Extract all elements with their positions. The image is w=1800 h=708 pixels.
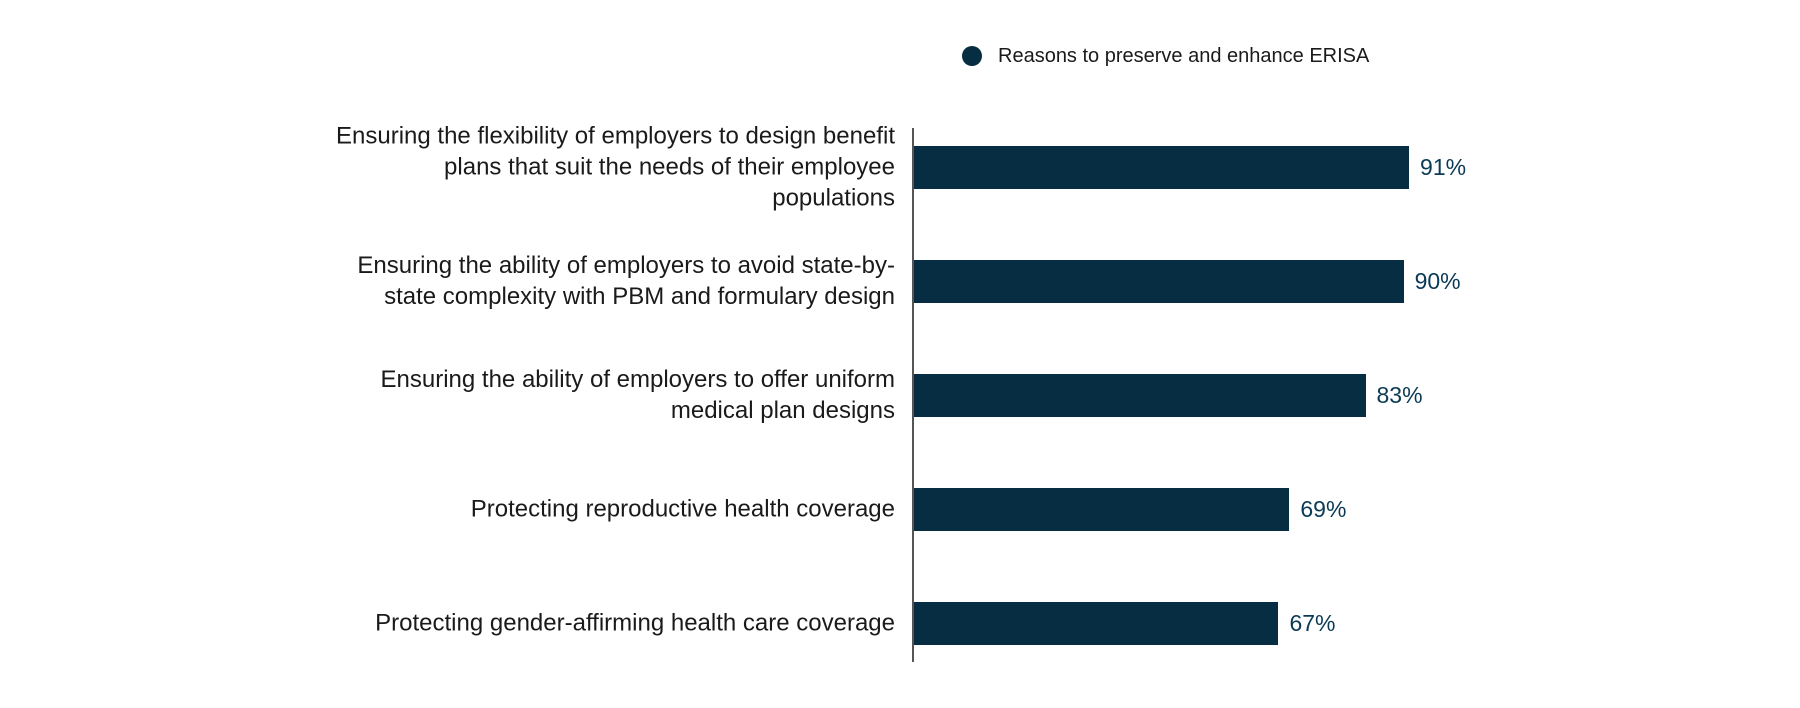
category-label: Ensuring the ability of employers to off… — [380, 366, 895, 424]
category-label: Ensuring the ability of employers to avo… — [357, 252, 895, 310]
category-label: Ensuring the flexibility of employers to… — [336, 122, 895, 212]
data-label: 67% — [1289, 610, 1336, 636]
bar — [914, 373, 1366, 417]
circle-icon — [962, 46, 982, 66]
legend: Reasons to preserve and enhance ERISA — [962, 42, 1369, 70]
category-axis-line — [912, 128, 914, 662]
bar — [914, 259, 1404, 303]
data-label: 83% — [1376, 382, 1423, 408]
category-label: Protecting reproductive health coverage — [470, 495, 895, 523]
bar — [914, 487, 1290, 531]
bar — [914, 601, 1279, 645]
bar — [914, 145, 1410, 189]
category-label: Protecting gender-affirming health care … — [375, 609, 895, 637]
legend-label: Reasons to preserve and enhance ERISA — [998, 44, 1370, 67]
data-label: 90% — [1414, 268, 1461, 294]
data-label: 91% — [1420, 154, 1467, 180]
data-label: 69% — [1300, 496, 1347, 522]
